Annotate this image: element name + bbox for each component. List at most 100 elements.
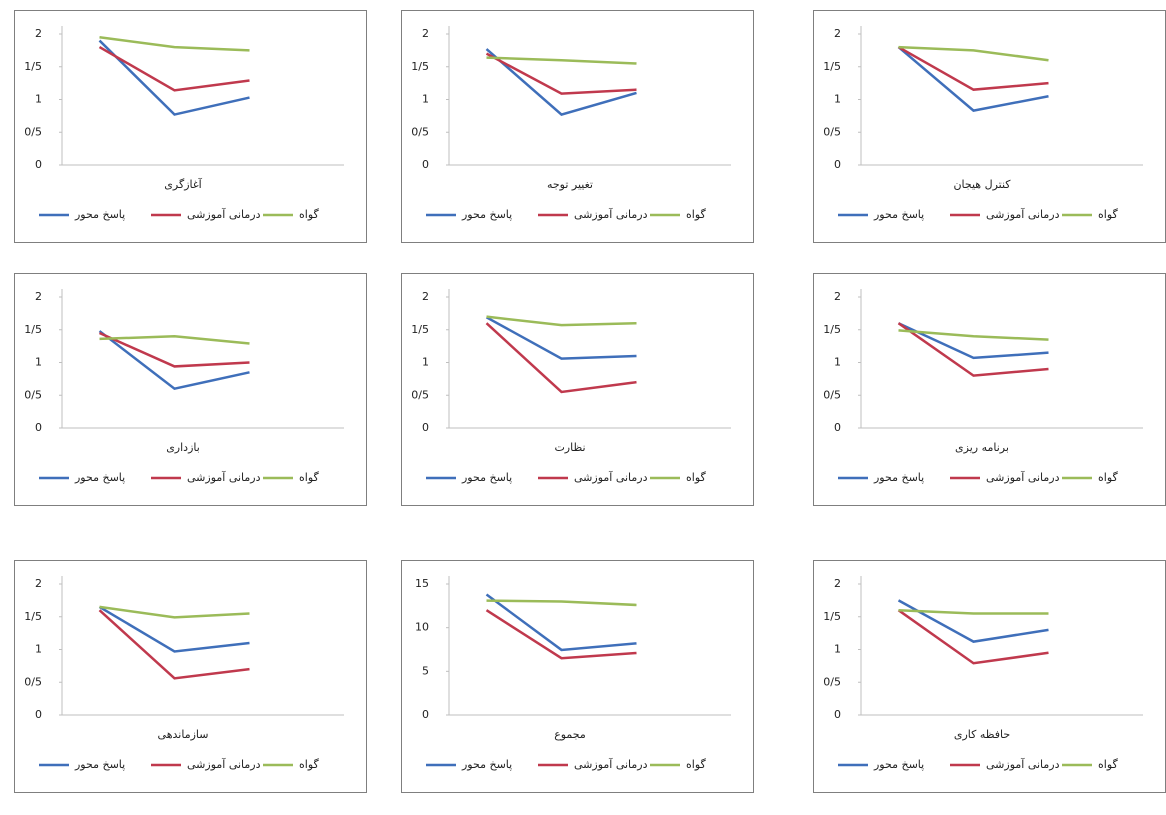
chart-panel: 0 0/5 1 1/5 2 نظارت پاسخ محور درمانی آموزشی گواه — [401, 273, 754, 506]
y-tick-label: 0/5 — [24, 125, 42, 138]
series-line — [98, 46, 250, 92]
y-tick-label: 1 — [422, 93, 429, 106]
legend-label: درمانی آموزشی — [187, 757, 261, 771]
y-tick-label: 0/5 — [24, 675, 42, 688]
chart-panel: 0 0/5 1 1/5 2 تغییر توجه پاسخ محور درمانی آموزش… — [401, 10, 754, 243]
y-tick-label: 1/5 — [411, 60, 429, 73]
y-tick-label: 2 — [834, 577, 841, 590]
panel-frame — [401, 10, 754, 243]
y-tick-label: 1 — [35, 93, 42, 106]
legend-label: پاسخ محور — [74, 471, 125, 484]
series-line — [898, 329, 1049, 341]
series-line — [897, 46, 1049, 91]
panel-frame — [813, 560, 1166, 793]
y-tick-label: 2 — [834, 27, 841, 40]
series-line — [98, 605, 250, 653]
series-line — [98, 609, 250, 680]
series-line — [99, 335, 250, 345]
series-line — [485, 48, 637, 116]
y-tick-label: 2 — [35, 27, 42, 40]
series-line — [485, 316, 637, 360]
series-line — [898, 45, 1049, 62]
x-axis-title: برنامه ریزی — [955, 441, 1009, 454]
x-axis-title: بازداری — [166, 441, 200, 454]
x-axis-title: آغازگری — [164, 177, 202, 191]
chart-panel: 0 0/5 1 1/5 2 برنامه ریزی پاسخ محور درمانی آموز… — [813, 273, 1166, 506]
panel-frame — [813, 273, 1166, 506]
series-line — [98, 330, 250, 391]
y-tick-label: 0/5 — [823, 675, 841, 688]
y-tick-label: 1 — [35, 643, 42, 656]
y-tick-label: 2 — [35, 577, 42, 590]
y-tick-label: 0/5 — [411, 125, 429, 138]
legend-label: درمانی آموزشی — [187, 470, 261, 484]
y-tick-label: 2 — [35, 290, 42, 303]
series-line — [898, 608, 1049, 615]
x-axis-title: کنترل هیجان — [953, 178, 1011, 191]
y-tick-label: 1/5 — [823, 610, 841, 623]
y-tick-label: 0/5 — [823, 388, 841, 401]
legend-label: گواه — [299, 758, 320, 771]
y-tick-label: 5 — [422, 664, 429, 677]
series-line — [897, 599, 1049, 643]
series-line — [485, 322, 637, 394]
series-line — [99, 36, 250, 52]
legend-label: پاسخ محور — [873, 471, 924, 484]
y-tick-label: 0/5 — [823, 125, 841, 138]
legend-label: درمانی آموزشی — [187, 207, 261, 221]
y-tick-label: 0/5 — [24, 388, 42, 401]
legend-label: درمانی آموزشی — [986, 757, 1060, 771]
series-line — [98, 39, 250, 116]
series-line — [486, 599, 637, 607]
y-tick-label: 0 — [35, 708, 42, 721]
y-tick-label: 1/5 — [24, 60, 42, 73]
series-line — [485, 593, 637, 652]
legend-label: پاسخ محور — [461, 471, 512, 484]
series-line — [897, 609, 1049, 665]
y-tick-label: 1/5 — [24, 610, 42, 623]
x-axis-title: حافظه کاری — [954, 728, 1010, 741]
y-tick-label: 0 — [422, 708, 429, 721]
panel-frame — [401, 560, 754, 793]
x-axis-title: سازماندهی — [158, 728, 209, 741]
panel-frame — [14, 273, 367, 506]
legend-label: گواه — [686, 471, 707, 484]
legend-label: گواه — [1098, 471, 1119, 484]
y-tick-label: 1/5 — [823, 323, 841, 336]
y-tick-label: 2 — [834, 290, 841, 303]
legend-label: گواه — [686, 758, 707, 771]
chart-panel: 0 0/5 1 1/5 2 آغازگری پاسخ محور درمانی آموزشی گو… — [14, 10, 367, 243]
y-tick-label: 2 — [422, 290, 429, 303]
legend-label: پاسخ محور — [873, 758, 924, 771]
legend-label: گواه — [686, 208, 707, 221]
legend-label: گواه — [299, 208, 320, 221]
legend-label: درمانی آموزشی — [574, 207, 648, 221]
y-tick-label: 1/5 — [411, 323, 429, 336]
series-line — [485, 52, 637, 95]
chart-panel: 0 0/5 1 1/5 2 حافظه کاری پاسخ محور درمانی آموزش… — [813, 560, 1166, 793]
x-axis-title: نظارت — [554, 441, 585, 454]
y-tick-label: 10 — [415, 621, 429, 634]
legend-label: گواه — [299, 471, 320, 484]
y-tick-label: 2 — [422, 27, 429, 40]
legend-label: درمانی آموزشی — [986, 470, 1060, 484]
y-tick-label: 1/5 — [823, 60, 841, 73]
y-tick-label: 1/5 — [24, 323, 42, 336]
y-tick-label: 0 — [35, 421, 42, 434]
legend-label: پاسخ محور — [74, 208, 125, 221]
y-tick-label: 0 — [422, 421, 429, 434]
series-line — [99, 605, 250, 619]
series-line — [486, 315, 637, 327]
chart-panel: 0 0/5 1 1/5 2 کنترل هیجان پاسخ محور درمانی آموز… — [813, 10, 1166, 243]
legend-label: درمانی آموزشی — [574, 757, 648, 771]
y-tick-label: 0 — [834, 708, 841, 721]
panel-frame — [813, 10, 1166, 243]
legend-label: پاسخ محور — [461, 758, 512, 771]
chart-panel: 0 0/5 1 1/5 2 بازداری پاسخ محور درمانی آموزشی گو… — [14, 273, 367, 506]
legend-label: درمانی آموزشی — [986, 207, 1060, 221]
legend-label: گواه — [1098, 208, 1119, 221]
legend-label: پاسخ محور — [461, 208, 512, 221]
y-tick-label: 1 — [834, 643, 841, 656]
y-tick-label: 1 — [834, 356, 841, 369]
